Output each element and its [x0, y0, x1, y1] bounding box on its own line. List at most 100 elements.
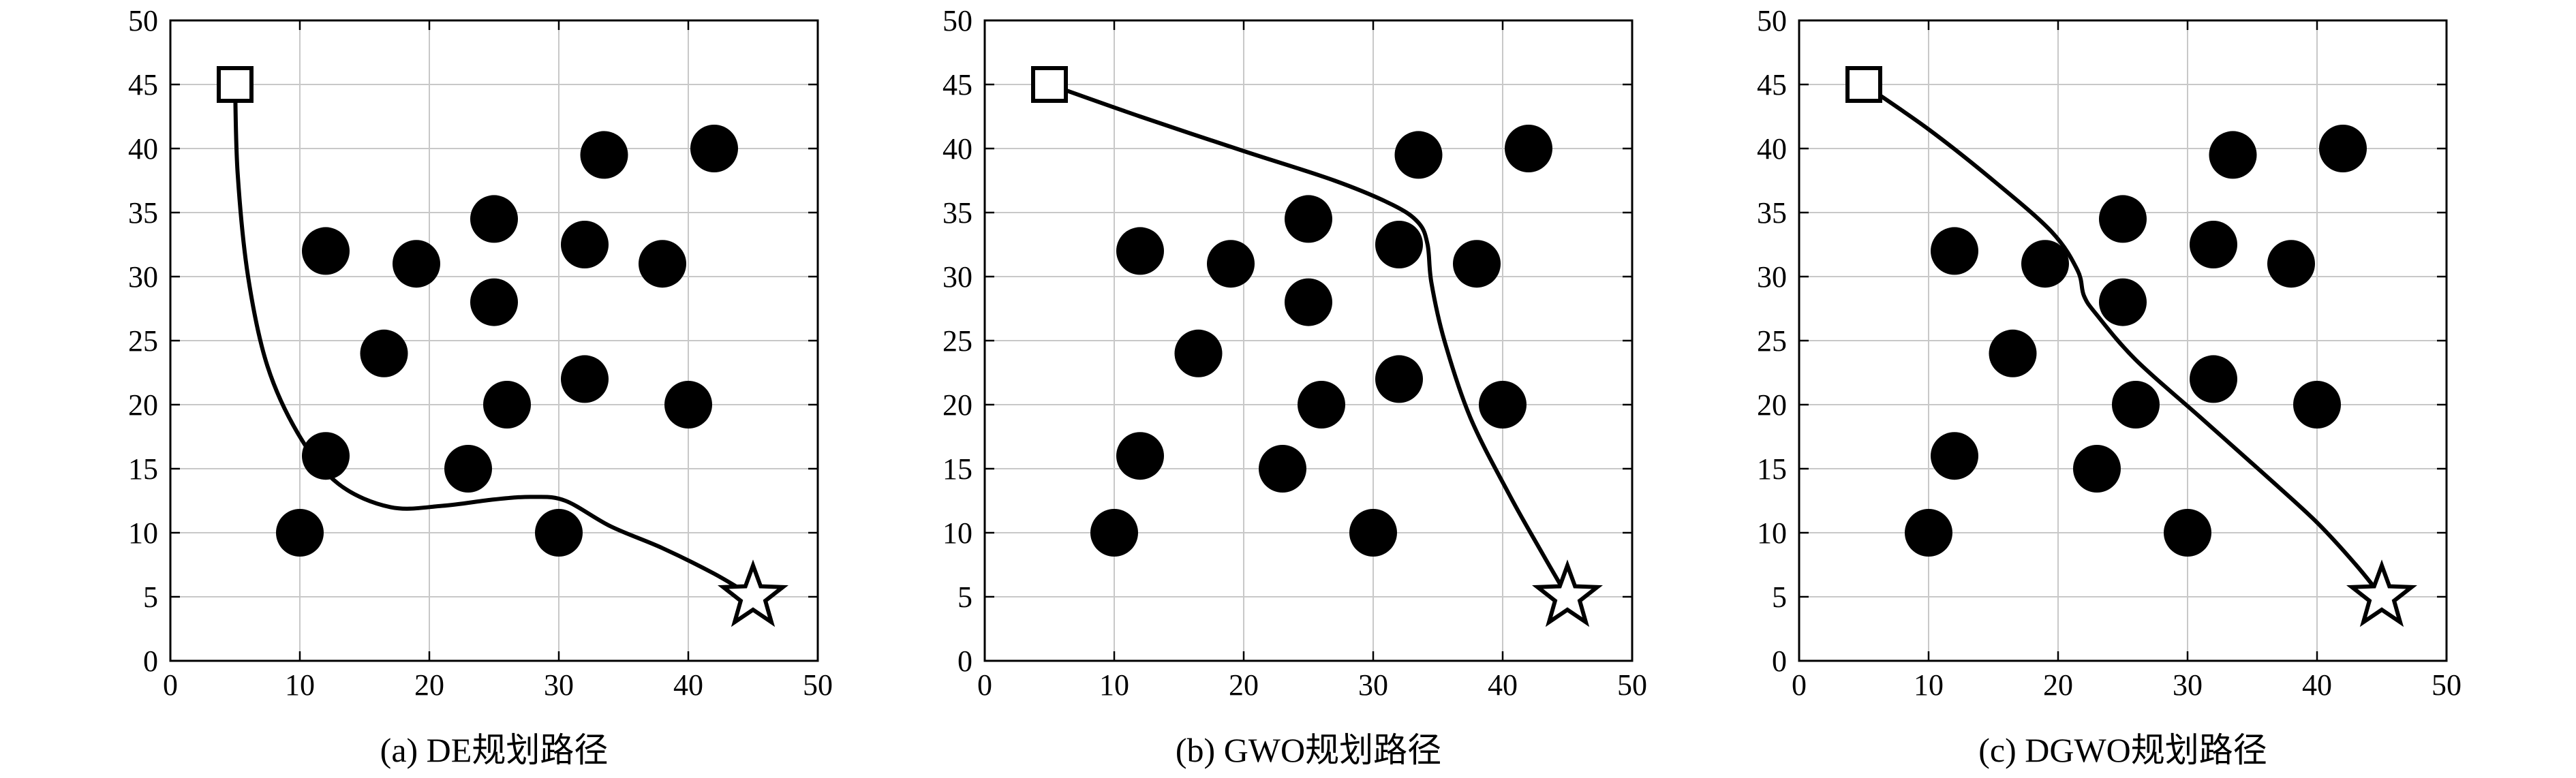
y-tick-label: 20 [1757, 388, 1787, 422]
x-tick-label: 50 [803, 668, 833, 702]
y-tick-label: 15 [1757, 452, 1787, 486]
obstacles [276, 125, 738, 557]
obstacle-circle [1905, 509, 1952, 557]
obstacle-circle [1285, 278, 1332, 326]
planned-path-line [233, 84, 754, 599]
y-tick-label: 5 [143, 580, 158, 614]
obstacle-circle [1298, 381, 1345, 429]
y-tick-label: 25 [1757, 324, 1787, 358]
obstacle-circle [1090, 509, 1138, 557]
obstacles [1090, 125, 1552, 557]
obstacle-circle [2190, 221, 2237, 268]
obstacle-circle [276, 509, 324, 557]
x-tick-label: 30 [2173, 668, 2203, 702]
obstacle-circle [561, 355, 609, 403]
obstacle-circle [2267, 240, 2315, 288]
x-tick-label: 50 [1617, 668, 1647, 702]
y-tick-label: 40 [1757, 132, 1787, 166]
obstacle-circle [1989, 329, 2037, 377]
obstacle-circle [639, 240, 686, 288]
y-tick-label: 10 [128, 516, 158, 550]
start-marker-square [1031, 66, 1068, 103]
y-tick-label: 50 [942, 4, 972, 37]
y-tick-label: 5 [957, 580, 972, 614]
obstacle-circle [1453, 240, 1501, 288]
goal-marker-star [2346, 559, 2417, 627]
obstacle-circle [2112, 381, 2160, 429]
obstacle-circle [2190, 355, 2237, 403]
y-tick-label: 10 [1757, 516, 1787, 550]
obstacle-circle [483, 381, 531, 429]
chart-caption: (a) DE规划路径 [380, 731, 609, 769]
x-tick-label: 10 [1099, 668, 1129, 702]
obstacle-circle [1116, 227, 1164, 275]
obstacle-circle [580, 131, 628, 179]
x-tick-label: 40 [673, 668, 703, 702]
y-tick-label: 30 [942, 260, 972, 294]
y-tick-label: 25 [942, 324, 972, 358]
obstacle-circle [1375, 221, 1423, 268]
y-tick-label: 45 [128, 68, 158, 102]
planned-path-line [1049, 82, 1569, 598]
y-tick-label: 35 [1757, 196, 1787, 230]
chart-panel-3: 0 10 20 30 40 50 0 5 10 15 20 25 30 35 40 45 50 (c) DGWO规… [1757, 4, 2462, 769]
chart-panel-2: 0 10 20 30 40 50 0 5 10 15 20 25 30 35 40 45 50 (b) GWO规划… [942, 4, 1647, 769]
y-tick-label: 50 [128, 4, 158, 37]
goal-marker-star [718, 559, 788, 627]
obstacle-circle [302, 432, 350, 480]
y-tick-label: 50 [1757, 4, 1787, 37]
x-tick-label: 20 [2043, 668, 2073, 702]
obstacle-circle [1479, 381, 1527, 429]
y-tick-label: 30 [128, 260, 158, 294]
y-tick-label: 45 [1757, 68, 1787, 102]
obstacle-circle [1349, 509, 1397, 557]
x-tick-label: 10 [285, 668, 315, 702]
plot-frame [169, 19, 819, 662]
obstacle-circle [1285, 195, 1332, 243]
obstacle-circle [561, 221, 609, 268]
x-tick-label: 0 [163, 668, 178, 702]
obstacle-circle [302, 227, 350, 275]
start-marker-square [1845, 66, 1882, 103]
y-tick-label: 0 [143, 644, 158, 678]
y-tick-label: 45 [942, 68, 972, 102]
obstacle-circle [1259, 445, 1306, 493]
x-tick-label: 20 [1229, 668, 1259, 702]
obstacle-circle [690, 125, 738, 172]
y-tick-label: 40 [128, 132, 158, 166]
y-tick-label: 10 [942, 516, 972, 550]
obstacle-circle [470, 195, 518, 243]
obstacle-circle [535, 509, 583, 557]
x-tick-label: 40 [1488, 668, 1518, 702]
obstacle-circle [2164, 509, 2211, 557]
obstacle-circle [1394, 131, 1443, 179]
chart-caption: (b) GWO规划路径 [1176, 731, 1441, 769]
grid [985, 20, 1632, 661]
x-tick-label: 40 [2302, 668, 2332, 702]
plot-frame [1798, 19, 2448, 662]
y-tick-label: 20 [942, 388, 972, 422]
x-tick-label: 30 [544, 668, 574, 702]
obstacle-circle [1931, 227, 1978, 275]
y-tick-label: 15 [128, 452, 158, 486]
y-tick-label: 35 [128, 196, 158, 230]
obstacle-circle [1116, 432, 1164, 480]
obstacle-circle [1931, 432, 1978, 480]
obstacle-circle [2073, 445, 2121, 493]
y-tick-label: 0 [957, 644, 972, 678]
obstacle-circle [444, 445, 492, 493]
chart-caption: (c) DGWO规划路径 [1978, 731, 2267, 769]
x-tick-label: 0 [1792, 668, 1807, 702]
x-tick-label: 30 [1358, 668, 1388, 702]
obstacle-circle [1174, 329, 1223, 377]
obstacle-circle [2293, 381, 2341, 429]
y-tick-label: 25 [128, 324, 158, 358]
chart-panel-1: 0 10 20 30 40 50 0 5 10 15 20 25 30 35 40 45 50 (a) DE规划路… [128, 4, 833, 769]
y-tick-label: 35 [942, 196, 972, 230]
goal-marker-star [1532, 559, 1603, 627]
obstacle-circle [2319, 125, 2367, 172]
obstacle-circle [2209, 131, 2257, 179]
plot-frame [983, 19, 1634, 662]
grid [170, 20, 818, 661]
